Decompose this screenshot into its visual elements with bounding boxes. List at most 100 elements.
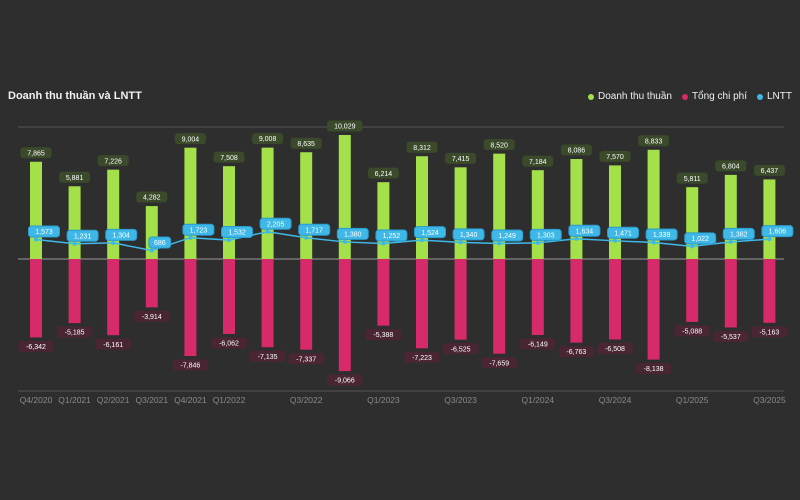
cost-bar: [416, 259, 428, 349]
cost-bar: [300, 259, 313, 350]
profit-data-label: 1,382: [730, 232, 748, 239]
revenue-data-label-bg: [327, 120, 363, 132]
revenue-data-label: 8,520: [490, 142, 508, 149]
legend-dot-revenue: [588, 93, 594, 100]
revenue-data-label: 8,833: [645, 138, 663, 145]
cost-data-label-bg: [18, 340, 54, 352]
cost-data-label: -7,135: [258, 354, 278, 361]
cost-data-label: -3,914: [142, 314, 162, 321]
profit-data-label: 1,634: [576, 228, 594, 235]
revenue-data-label-bg: [367, 167, 399, 179]
profit-point: [613, 238, 617, 243]
cost-data-label-bg: [134, 310, 170, 322]
revenue-data-label-bg: [174, 133, 206, 145]
profit-point: [381, 241, 386, 246]
legend-item-cost[interactable]: Tổng chi phí: [681, 91, 747, 102]
revenue-data-label: 7,226: [104, 158, 122, 165]
legend-label-cost: Tổng chi phí: [691, 91, 747, 102]
revenue-data-label-bg: [406, 141, 438, 153]
profit-data-label-bg: [491, 229, 524, 242]
profit-point: [265, 229, 270, 234]
cost-data-label-bg: [95, 338, 131, 350]
legend-item-profit[interactable]: LNTT: [757, 91, 792, 102]
profit-point: [690, 244, 695, 249]
cost-bar: [647, 259, 660, 360]
revenue-bar: [107, 169, 120, 259]
revenue-data-label: 6,804: [722, 163, 740, 170]
chart-title: Doanh thu thuần và LNTT: [8, 90, 142, 102]
revenue-data-label: 4,282: [143, 195, 161, 202]
revenue-data-label: 6,214: [375, 171, 393, 178]
legend-label-revenue: Doanh thu thuần: [598, 91, 672, 102]
revenue-bar: [570, 159, 583, 259]
revenue-data-label-bg: [97, 155, 129, 167]
cost-data-label-bg: [520, 338, 556, 350]
profit-point: [497, 241, 502, 246]
revenue-data-label: 7,415: [452, 156, 470, 163]
profit-point: [535, 240, 540, 245]
cost-data-label: -5,163: [759, 329, 779, 336]
x-tick-label: Q3/2021: [135, 395, 168, 405]
cost-bar: [338, 259, 351, 372]
revenue-data-label: 8,635: [297, 141, 315, 148]
profit-point: [420, 238, 424, 243]
profit-point: [342, 239, 347, 244]
x-tick-label: Q3/2025: [753, 395, 786, 405]
revenue-data-label: 5,881: [66, 175, 84, 182]
revenue-bar: [223, 166, 235, 259]
cost-data-label-bg: [442, 343, 479, 355]
cost-bar: [223, 259, 235, 334]
profit-data-label-bg: [336, 227, 369, 240]
cost-bar: [107, 259, 120, 336]
cost-bar: [261, 259, 274, 348]
revenue-bar: [454, 167, 467, 259]
cost-bar: [724, 259, 737, 328]
profit-data-label-bg: [529, 228, 562, 241]
revenue-bar: [30, 161, 42, 259]
cost-bar: [531, 259, 544, 336]
cost-data-label: -6,342: [26, 344, 46, 351]
profit-data-label-bg: [722, 227, 755, 240]
cost-bar: [609, 259, 621, 340]
cost-bar: [145, 259, 158, 308]
profit-data-label-bg: [221, 226, 253, 239]
cost-bar: [377, 259, 390, 326]
revenue-data-label: 7,865: [27, 150, 45, 157]
profit-data-label-bg: [375, 229, 408, 242]
revenue-data-label: 9,008: [259, 136, 277, 143]
cost-data-label: -6,062: [219, 341, 239, 348]
x-tick-label: Q1/2021: [58, 395, 91, 405]
legend-dot-cost: [681, 93, 688, 100]
revenue-data-label-bg: [20, 147, 52, 159]
cost-data-label-bg: [288, 353, 324, 365]
profit-data-label: 686: [154, 240, 166, 247]
cost-data-label-bg: [365, 329, 402, 341]
x-tick-label: Q1/2022: [213, 395, 246, 405]
profit-data-label-bg: [568, 224, 601, 237]
legend: Doanh thu thuần Tổng chi phí LNTT: [588, 91, 792, 102]
profit-point: [34, 237, 38, 242]
cost-data-label-bg: [597, 342, 633, 354]
cost-data-label: -5,388: [373, 332, 393, 339]
revenue-data-label: 5,811: [684, 176, 701, 183]
profit-point: [304, 235, 309, 240]
x-tick-label: Q1/2023: [367, 395, 400, 405]
x-tick-label: Q4/2020: [20, 395, 53, 405]
cost-data-label: -7,337: [296, 356, 316, 363]
cost-bar: [763, 259, 776, 323]
profit-data-label-bg: [761, 225, 794, 238]
revenue-data-label: 7,508: [220, 155, 238, 162]
profit-data-label: 1,304: [112, 232, 130, 239]
profit-data-label-bg: [607, 226, 639, 239]
cost-data-label-bg: [713, 330, 749, 342]
revenue-bar: [261, 147, 274, 259]
profit-data-label-bg: [414, 226, 446, 239]
profit-data-label: 1,717: [305, 227, 323, 234]
legend-item-revenue[interactable]: Doanh thu thuần: [588, 91, 672, 102]
profit-data-label: 1,339: [653, 232, 671, 239]
cost-data-label-bg: [751, 326, 788, 338]
cost-data-label: -9,066: [335, 378, 355, 385]
x-tick-label: Q1/2025: [676, 395, 709, 405]
cost-data-label-bg: [404, 351, 440, 363]
x-tick-label: Q3/2023: [444, 395, 477, 405]
